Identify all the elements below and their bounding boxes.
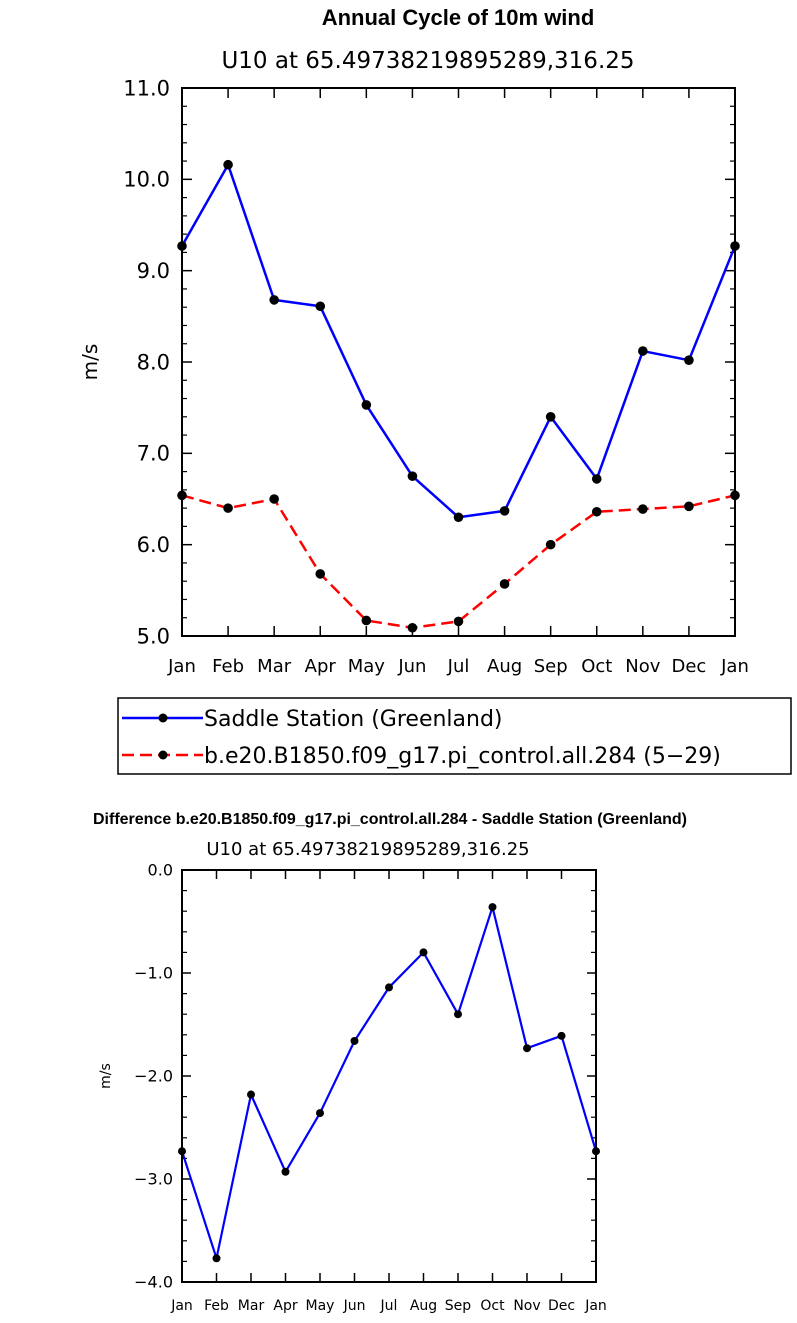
y-tick-label: 5.0 xyxy=(137,624,170,648)
y-tick-label: −4.0 xyxy=(134,1273,173,1292)
legend-swatch-model-marker xyxy=(158,750,168,760)
x-tick-label: Oct xyxy=(480,1298,505,1314)
x-tick-label: Jul xyxy=(380,1298,398,1314)
series-0-point xyxy=(454,1010,462,1019)
x-tick-label: Dec xyxy=(671,656,706,677)
series-0-point xyxy=(419,948,428,957)
x-tick-label: Jun xyxy=(397,656,426,677)
legend-label-saddle: Saddle Station (Greenland) xyxy=(204,707,503,732)
chart1-subtitle: U10 at 65.49738219895289,316.25 xyxy=(221,48,634,74)
chart1-plot-frame xyxy=(181,87,736,637)
y-tick-label: 10.0 xyxy=(123,168,170,192)
series-0-point xyxy=(523,1044,531,1053)
chart2-subtitle: U10 at 65.49738219895289,316.25 xyxy=(206,839,529,860)
series-1-point xyxy=(638,504,648,514)
annual-cycle-chart: Annual Cycle of 10m wind U10 at 65.49738… xyxy=(78,5,749,677)
y-tick-label: −2.0 xyxy=(134,1067,173,1086)
x-tick-label: Aug xyxy=(487,656,522,677)
series-0-point xyxy=(361,400,372,410)
chart2-title: Difference b.e20.B1850.f09_g17.pi_contro… xyxy=(93,811,687,828)
chart2-plot-frame xyxy=(181,869,597,1283)
x-tick-label: Jan xyxy=(167,656,196,677)
series-1-point xyxy=(545,539,556,550)
series-0-point xyxy=(545,412,556,422)
x-tick-label: Sep xyxy=(445,1298,472,1314)
series-1-point xyxy=(453,616,464,627)
series-0-point xyxy=(488,903,497,912)
x-tick-label: Mar xyxy=(257,656,292,677)
x-tick-label: Feb xyxy=(204,1298,229,1314)
series-0-point xyxy=(557,1031,566,1040)
series-1-point xyxy=(407,622,418,633)
x-tick-label: Jan xyxy=(720,656,749,677)
series-0-point xyxy=(315,301,326,312)
series-0-point xyxy=(591,474,602,484)
y-tick-label: 11.0 xyxy=(123,76,170,100)
x-tick-label: Apr xyxy=(273,1298,297,1314)
y-tick-label: 0.0 xyxy=(148,861,173,880)
legend-box xyxy=(117,697,792,775)
series-0-point xyxy=(499,506,510,516)
series-1-point xyxy=(269,494,279,504)
y-tick-label: −3.0 xyxy=(134,1170,173,1189)
series-0-point xyxy=(223,159,233,170)
series-line-0 xyxy=(180,905,598,1260)
series-0-point xyxy=(407,471,418,481)
legend: Saddle Station (Greenland) b.e20.B1850.f… xyxy=(117,697,792,775)
x-tick-label: Mar xyxy=(238,1298,265,1314)
x-tick-label: Jan xyxy=(170,1298,193,1314)
legend-swatch-saddle-marker xyxy=(158,713,168,723)
series-0-point xyxy=(350,1036,359,1045)
series-1-point xyxy=(591,506,602,517)
series-0-point xyxy=(247,1090,255,1099)
series-0-point xyxy=(638,346,648,356)
x-tick-label: Jul xyxy=(447,656,470,677)
y-tick-label: −1.0 xyxy=(134,964,173,983)
chart1-title: Annual Cycle of 10m wind xyxy=(322,5,595,30)
chart1-ylabel: m/s xyxy=(78,344,102,381)
series-1-point xyxy=(361,615,372,626)
series-0-point xyxy=(281,1167,290,1176)
x-tick-label: May xyxy=(348,656,386,677)
series-1-point xyxy=(684,501,694,512)
series-0-point xyxy=(316,1109,324,1118)
x-tick-label: Apr xyxy=(305,656,337,677)
x-tick-label: Feb xyxy=(212,656,244,677)
chart2-ylabel: m/s xyxy=(98,1063,114,1089)
series-0-point xyxy=(212,1254,221,1263)
series-0-point xyxy=(453,512,464,523)
x-tick-label: Nov xyxy=(625,656,660,677)
x-tick-label: Oct xyxy=(581,656,612,677)
legend-label-model: b.e20.B1850.f09_g17.pi_control.all.284 (… xyxy=(204,744,721,769)
x-tick-label: Dec xyxy=(548,1298,575,1314)
x-tick-label: Jan xyxy=(584,1298,607,1314)
y-tick-label: 8.0 xyxy=(137,350,170,374)
series-0-point xyxy=(385,983,393,992)
y-tick-label: 7.0 xyxy=(137,442,170,466)
difference-chart: Difference b.e20.B1850.f09_g17.pi_contro… xyxy=(93,811,687,1314)
y-tick-label: 6.0 xyxy=(137,533,170,557)
series-0-point xyxy=(684,355,694,365)
series-1-point xyxy=(315,569,326,579)
x-tick-label: Sep xyxy=(534,656,568,677)
x-tick-label: Jun xyxy=(343,1298,366,1314)
series-0-point xyxy=(269,295,279,305)
series-1-point xyxy=(223,503,233,513)
y-tick-label: 9.0 xyxy=(137,259,170,283)
x-tick-label: Nov xyxy=(513,1298,540,1314)
series-line-0 xyxy=(180,163,737,519)
x-tick-label: Aug xyxy=(410,1298,437,1314)
series-1-point xyxy=(499,579,510,589)
x-tick-label: May xyxy=(306,1298,335,1314)
